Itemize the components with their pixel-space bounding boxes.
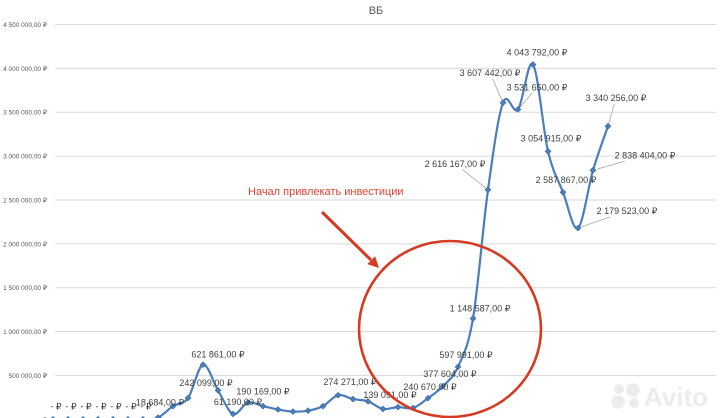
- y-tick-label: 4 000 000,00 ₽: [3, 65, 48, 73]
- data-point-marker: [304, 407, 312, 415]
- data-label: - ₽: [95, 401, 106, 411]
- y-tick-label: 4 500 000,00 ₽: [3, 21, 48, 29]
- data-label: 61 190,00 ₽: [214, 397, 263, 407]
- data-point-marker: [544, 147, 552, 155]
- label-leader: [492, 78, 503, 101]
- y-tick-label: 1 000 000,00 ₽: [3, 328, 48, 336]
- data-label: 597 991,00 ₽: [439, 350, 493, 360]
- data-label: 240 670,00 ₽: [403, 382, 457, 392]
- series-markers: [50, 61, 612, 418]
- data-label: 1 148 587,00 ₽: [450, 304, 511, 314]
- y-tick-label: 1 500 000,00 ₽: [3, 284, 48, 292]
- data-label: 4 043 792,00 ₽: [507, 47, 568, 57]
- data-point-marker: [574, 224, 582, 232]
- data-label: 2 587 867,00 ₽: [536, 175, 597, 185]
- data-point-marker: [364, 397, 372, 405]
- data-label: 621 861,00 ₽: [191, 350, 245, 360]
- data-point-marker: [604, 122, 612, 130]
- label-leader-lines: [462, 78, 625, 228]
- data-point-marker: [484, 186, 492, 194]
- chart-title: ВБ: [369, 5, 384, 17]
- data-label: - ₽: [50, 401, 61, 411]
- data-label: - ₽: [140, 401, 151, 411]
- avito-wordmark: Avito: [644, 382, 708, 412]
- label-leader: [581, 216, 611, 228]
- data-point-marker: [334, 391, 342, 399]
- data-label: 3 054 915,00 ₽: [521, 133, 582, 143]
- data-label: 3 607 442,00 ₽: [460, 68, 521, 78]
- data-label: 2 838 404,00 ₽: [615, 150, 676, 160]
- data-label: - ₽: [65, 401, 76, 411]
- data-point-marker: [154, 414, 162, 418]
- data-point-marker: [244, 399, 252, 406]
- data-point-marker: [499, 99, 507, 107]
- data-label: - ₽: [125, 401, 136, 411]
- data-point-marker: [274, 406, 282, 413]
- data-point-marker: [379, 405, 387, 413]
- data-point-marker: [454, 363, 462, 371]
- label-leader: [519, 93, 533, 109]
- data-point-marker: [289, 408, 297, 415]
- label-leader: [608, 103, 615, 125]
- y-axis-labels: 4 500 000,00 ₽ 4 000 000,00 ₽ 3 500 000,00…: [3, 21, 48, 418]
- label-leader: [596, 160, 625, 170]
- y-tick-label: 500 000,00 ₽: [9, 372, 48, 380]
- data-label: 190 169,00 ₽: [236, 387, 290, 397]
- data-point-marker: [214, 387, 222, 394]
- data-point-marker: [439, 382, 447, 390]
- data-label: 2 179 523,00 ₽: [597, 206, 658, 216]
- avito-watermark: Avito: [611, 382, 708, 412]
- annotation-group: Начал привлекать инвестиции: [248, 186, 543, 418]
- data-label: 377 604,00 ₽: [423, 369, 477, 379]
- data-point-marker: [319, 402, 327, 410]
- arrow-icon: [320, 210, 379, 268]
- data-label: 3 340 256,00 ₽: [586, 93, 647, 103]
- data-label: - ₽: [110, 401, 121, 411]
- data-point-marker: [469, 315, 477, 322]
- data-point-marker: [184, 394, 192, 402]
- y-tick-label: 3 000 000,00 ₽: [3, 153, 48, 161]
- series-line: [152, 63, 610, 418]
- label-leader: [462, 169, 486, 189]
- data-point-marker: [199, 361, 207, 369]
- data-label: 3 531 650,00 ₽: [507, 82, 568, 92]
- gridlines: [55, 23, 716, 376]
- series-path: [152, 63, 610, 418]
- y-tick-label: 2 500 000,00 ₽: [3, 196, 48, 204]
- data-point-marker: [169, 402, 177, 410]
- y-tick-label: - ₽: [39, 416, 48, 418]
- data-point-marker: [259, 402, 267, 410]
- data-point-marker: [424, 394, 432, 402]
- data-point-marker: [589, 166, 597, 174]
- data-labels: - ₽ - ₽ - ₽ - ₽ - ₽ - ₽ - ₽18 684,00 ₽242 099,…: [50, 47, 675, 411]
- data-point-marker: [394, 403, 402, 411]
- annotation-text: Начал привлекать инвестиции: [248, 186, 404, 198]
- data-point-marker: [529, 61, 537, 68]
- data-point-marker: [349, 395, 357, 403]
- avito-logo-icon: [611, 383, 640, 409]
- data-label: 2 616 167,00 ₽: [425, 159, 486, 169]
- data-label: - ₽: [80, 401, 91, 411]
- highlight-circle-icon: [357, 239, 543, 418]
- y-tick-label: 2 000 000,00 ₽: [3, 240, 48, 248]
- data-label: 18 684,00 ₽: [136, 398, 185, 408]
- data-point-marker: [514, 106, 522, 113]
- data-label: 274 271,00 ₽: [323, 377, 377, 387]
- data-label: 242 099,00 ₽: [179, 378, 233, 388]
- data-point-marker: [559, 188, 567, 196]
- y-tick-label: 3 500 000,00 ₽: [3, 109, 48, 117]
- data-point-marker: [229, 410, 237, 418]
